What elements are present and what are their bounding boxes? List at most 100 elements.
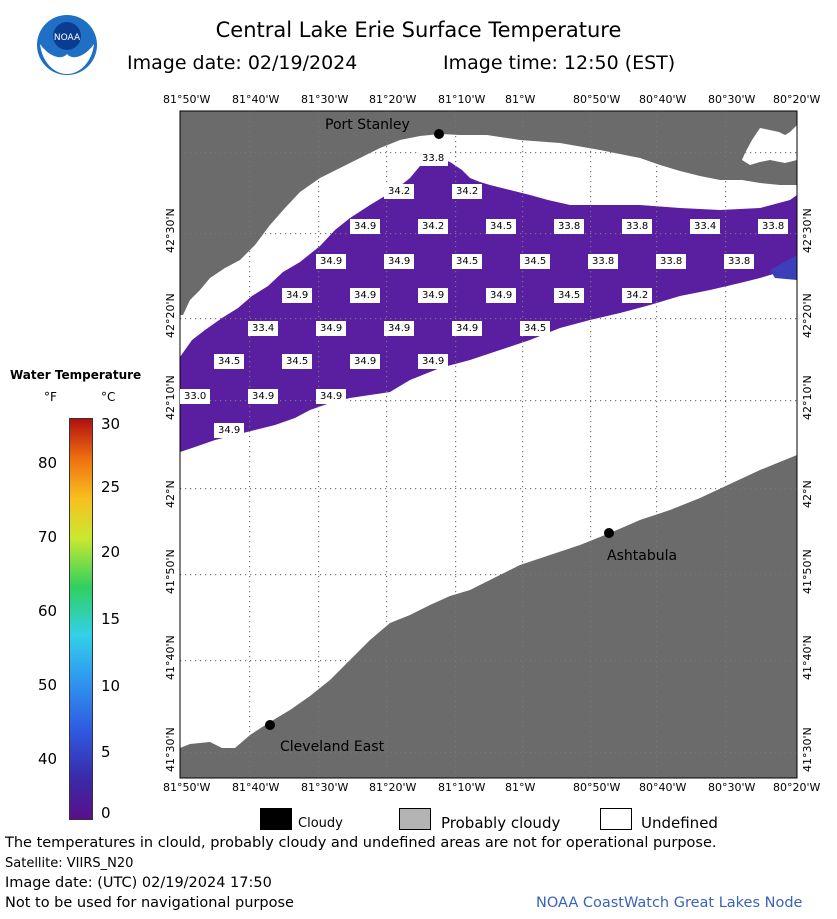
grid-dot bbox=[705, 752, 707, 754]
grid-dot bbox=[555, 318, 557, 320]
grid-dot bbox=[340, 752, 342, 754]
grid-dot bbox=[522, 286, 524, 288]
grid-dot bbox=[725, 121, 727, 123]
grid-dot bbox=[249, 691, 251, 693]
grid-dot bbox=[455, 466, 457, 468]
grid-dot bbox=[665, 660, 667, 662]
grid-dot bbox=[240, 660, 242, 662]
lon-label-top: 80°40'W bbox=[639, 93, 687, 106]
grid-dot bbox=[656, 661, 658, 663]
grid-dot bbox=[455, 506, 457, 508]
grid-dot bbox=[530, 574, 532, 576]
grid-dot bbox=[725, 751, 727, 753]
grid-dot bbox=[386, 446, 388, 448]
grid-dot bbox=[522, 401, 524, 403]
grid-dot bbox=[386, 696, 388, 698]
lat-label-right: 41°50'N bbox=[801, 549, 814, 594]
grid-dot bbox=[360, 488, 362, 490]
grid-dot bbox=[656, 601, 658, 603]
grid-dot bbox=[318, 576, 320, 578]
grid-dot bbox=[725, 171, 727, 173]
grid-dot bbox=[249, 241, 251, 243]
grid-dot bbox=[455, 666, 457, 668]
grid-dot bbox=[590, 556, 592, 558]
grid-dot bbox=[725, 321, 727, 323]
grid-dot bbox=[190, 152, 192, 154]
grid-dot bbox=[785, 152, 787, 154]
grid-dot bbox=[249, 371, 251, 373]
grid-dot bbox=[245, 233, 247, 235]
grid-dot bbox=[386, 481, 388, 483]
grid-dot bbox=[500, 488, 502, 490]
grid-dot bbox=[780, 152, 782, 154]
grid-dot bbox=[665, 400, 667, 402]
grid-dot bbox=[600, 152, 602, 154]
grid-dot bbox=[660, 400, 662, 402]
grid-dot bbox=[420, 400, 422, 402]
grid-dot bbox=[275, 233, 277, 235]
grid-dot bbox=[656, 181, 658, 183]
grid-dot bbox=[455, 601, 457, 603]
grid-dot bbox=[455, 676, 457, 678]
grid-dot bbox=[610, 152, 612, 154]
grid-dot bbox=[210, 752, 212, 754]
grid-dot bbox=[656, 376, 658, 378]
grid-dot bbox=[386, 691, 388, 693]
grid-dot bbox=[545, 488, 547, 490]
grid-dot bbox=[590, 176, 592, 178]
grid-dot bbox=[490, 152, 492, 154]
grid-dot bbox=[610, 400, 612, 402]
grid-dot bbox=[310, 233, 312, 235]
grid-dot bbox=[475, 488, 477, 490]
grid-dot bbox=[480, 752, 482, 754]
grid-dot bbox=[522, 661, 524, 663]
grid-dot bbox=[460, 488, 462, 490]
grid-dot bbox=[415, 233, 417, 235]
grid-dot bbox=[455, 311, 457, 313]
grid-dot bbox=[250, 752, 252, 754]
grid-dot bbox=[760, 752, 762, 754]
grid-dot bbox=[540, 574, 542, 576]
grid-dot bbox=[515, 318, 517, 320]
grid-dot bbox=[405, 233, 407, 235]
grid-dot bbox=[249, 721, 251, 723]
grid-dot bbox=[380, 152, 382, 154]
grid-dot bbox=[560, 318, 562, 320]
grid-dot bbox=[590, 488, 592, 490]
grid-dot bbox=[415, 152, 417, 154]
grid-dot bbox=[725, 246, 727, 248]
lon-label-bottom: 80°30'W bbox=[708, 781, 756, 794]
grid-dot bbox=[656, 701, 658, 703]
grid-dot bbox=[550, 152, 552, 154]
grid-dot bbox=[725, 481, 727, 483]
grid-dot bbox=[370, 152, 372, 154]
grid-dot bbox=[455, 141, 457, 143]
grid-dot bbox=[510, 318, 512, 320]
grid-dot bbox=[455, 631, 457, 633]
grid-dot bbox=[725, 706, 727, 708]
grid-dot bbox=[386, 701, 388, 703]
grid-dot bbox=[522, 411, 524, 413]
grid-dot bbox=[230, 400, 232, 402]
grid-dot bbox=[660, 233, 662, 235]
grid-dot bbox=[390, 660, 392, 662]
grid-dot bbox=[460, 152, 462, 154]
grid-dot bbox=[265, 752, 267, 754]
grid-dot bbox=[249, 666, 251, 668]
grid-dot bbox=[350, 488, 352, 490]
grid-dot bbox=[185, 752, 187, 754]
grid-dot bbox=[522, 691, 524, 693]
grid-dot bbox=[725, 216, 727, 218]
grid-dot bbox=[570, 318, 572, 320]
grid-dot bbox=[560, 574, 562, 576]
grid-dot bbox=[650, 752, 652, 754]
grid-dot bbox=[655, 752, 657, 754]
grid-dot bbox=[655, 318, 657, 320]
grid-dot bbox=[656, 641, 658, 643]
grid-dot bbox=[590, 241, 592, 243]
grid-dot bbox=[665, 488, 667, 490]
grid-dot bbox=[590, 346, 592, 348]
grid-dot bbox=[405, 400, 407, 402]
grid-dot bbox=[249, 271, 251, 273]
grid-dot bbox=[386, 451, 388, 453]
